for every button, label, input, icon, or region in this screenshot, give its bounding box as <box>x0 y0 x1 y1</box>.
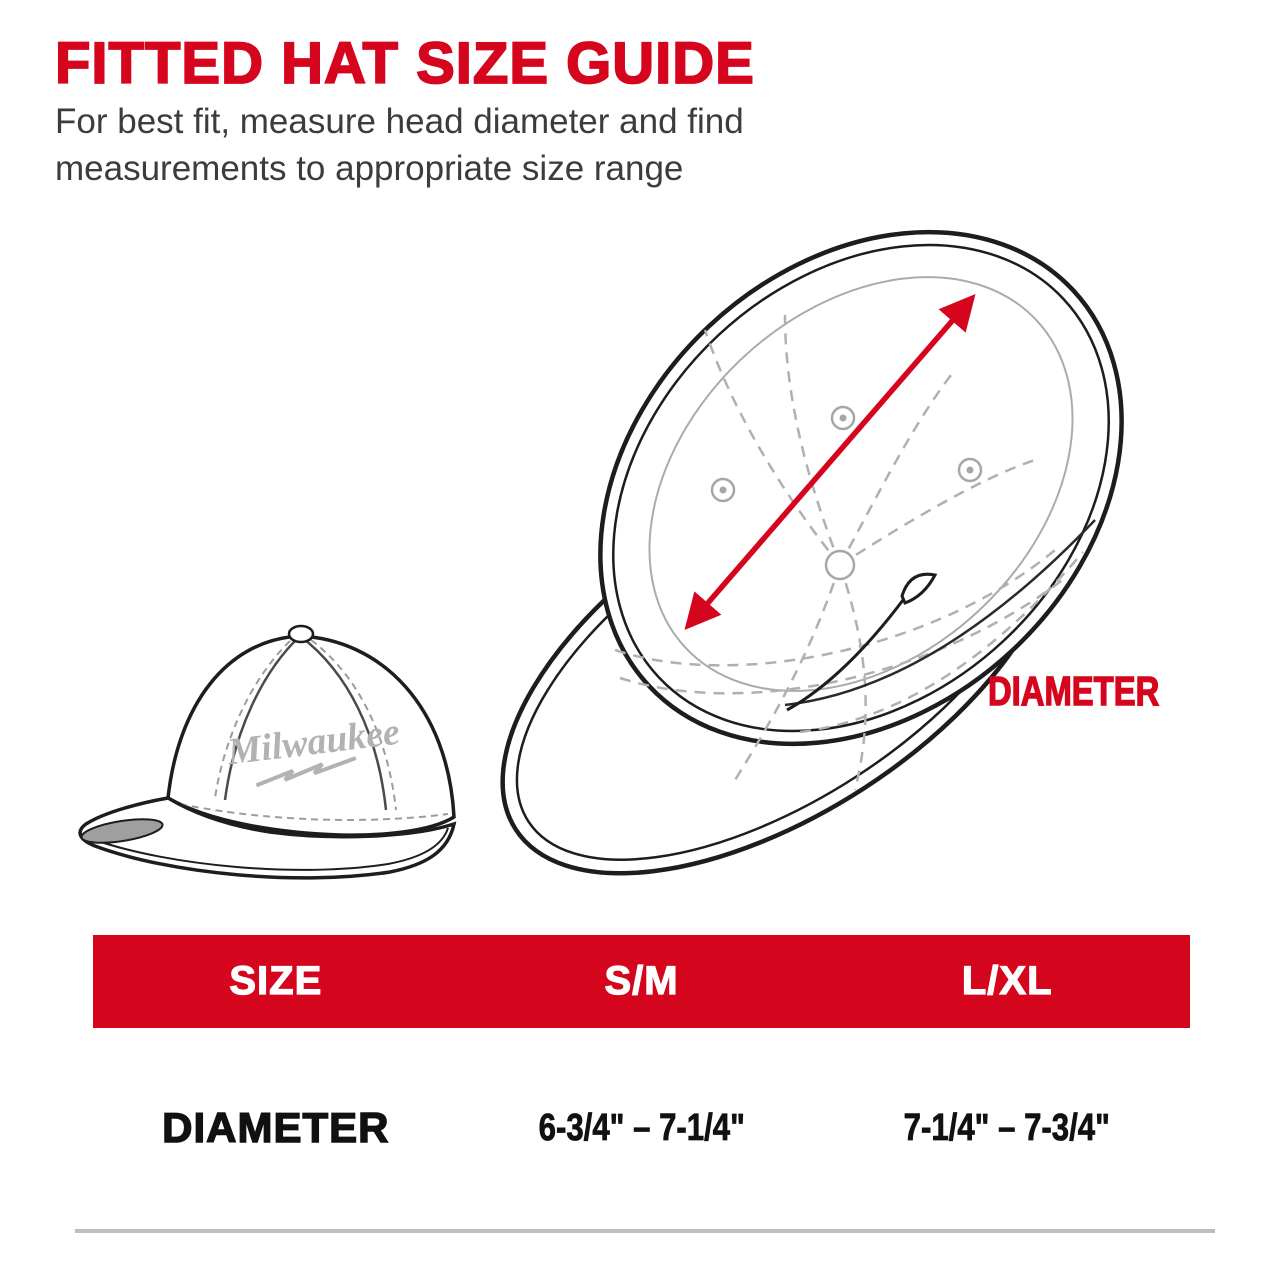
row-value-sm: 6-3/4" – 7-1/4" <box>459 1106 825 1150</box>
header-col-size: SIZE <box>229 958 323 1003</box>
cap-brim-underside <box>80 818 164 844</box>
hat-side-view: Milwaukee <box>78 624 457 880</box>
size-table-row-diameter: DIAMETER 6-3/4" – 7-1/4" 7-1/4" – 7-3/4" <box>93 1098 1190 1158</box>
page-title: FITTED HAT SIZE GUIDE <box>54 30 755 97</box>
hat-sweatband-line <box>784 519 1096 707</box>
subtitle-line-2: measurements to appropriate size range <box>55 148 684 188</box>
page-subtitle: For best fit, measure head diameter and … <box>55 99 744 192</box>
row-value-lxl: 7-1/4" – 7-3/4" <box>824 1106 1190 1150</box>
size-table-header: SIZE S/M L/XL <box>93 935 1190 1028</box>
row-label-diameter: DIAMETER <box>161 1103 390 1151</box>
header-col-lxl: L/XL <box>961 958 1053 1003</box>
row-value-lxl-text: 7-1/4" – 7-3/4" <box>904 1106 1111 1149</box>
diameter-label: DIAMETER <box>987 667 1160 714</box>
cap-top-button <box>287 624 315 644</box>
lightning-bolt-icon <box>255 756 357 788</box>
hat-underside-diagram <box>500 229 1124 876</box>
subtitle-line-1: For best fit, measure head diameter and … <box>55 102 744 141</box>
bottom-divider <box>75 1229 1215 1233</box>
hat-crown-button <box>824 549 856 581</box>
cap-brim <box>78 796 457 880</box>
row-value-sm-text: 6-3/4" – 7-1/4" <box>538 1106 745 1149</box>
header-col-sm: S/M <box>604 958 679 1003</box>
cap-seams <box>179 635 449 821</box>
diameter-arrow <box>684 293 976 631</box>
